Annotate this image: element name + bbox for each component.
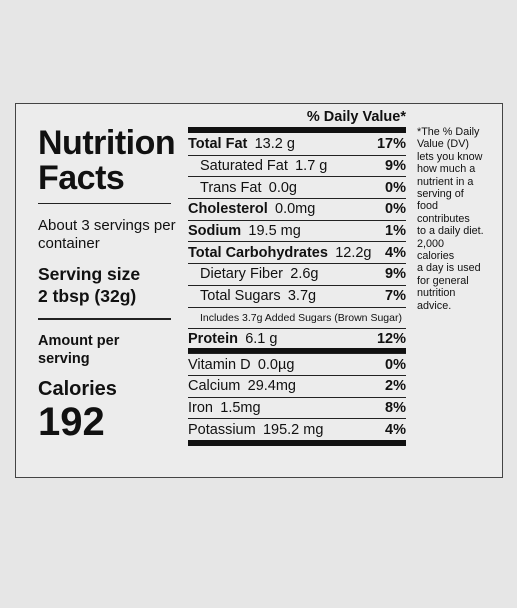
nutrient-info: Potassium 195.2 mg bbox=[188, 422, 323, 438]
nutrient-amount: 12.2g bbox=[335, 244, 372, 261]
note-line: contributes bbox=[417, 212, 470, 225]
daily-value: 17% bbox=[376, 135, 406, 152]
note-line: nutrient in a bbox=[417, 175, 474, 188]
note-line: to a daily diet. bbox=[417, 225, 484, 238]
nutrient-amount: 3.7g bbox=[287, 288, 317, 305]
serving-size: Serving size 2 tbsp (32g) bbox=[38, 263, 178, 307]
calories-label: Calories bbox=[38, 378, 117, 400]
nutrient-amount: 1.5mg bbox=[220, 399, 261, 416]
note-line: a day is used bbox=[417, 262, 481, 275]
nutrient-row: Cholesterol 0.0mg 0% bbox=[188, 198, 406, 220]
daily-value: 0% bbox=[385, 356, 406, 373]
amount-per-serving: Amount per serving bbox=[38, 333, 120, 367]
daily-value: 9% bbox=[385, 266, 406, 283]
nutrient-amount: 2.6g bbox=[290, 266, 319, 283]
note-line: serving of bbox=[417, 188, 464, 201]
nutrient-info: Dietary Fiber 2.6g bbox=[200, 266, 318, 282]
nutrient-name: Cholesterol bbox=[188, 201, 268, 218]
nutrient-row: Dietary Fiber 2.6g 9% bbox=[188, 263, 406, 285]
rule bbox=[38, 318, 171, 320]
daily-value: 8% bbox=[385, 399, 406, 416]
nutrient-name: Potassium bbox=[188, 421, 256, 438]
nutrient-amount: 6.1 g bbox=[245, 330, 278, 347]
nutrient-info: Total Carbohydrates 12.2g bbox=[188, 245, 371, 261]
nutrient-row: Trans Fat 0.0g 0% bbox=[188, 176, 406, 198]
note-line: calories bbox=[417, 250, 455, 263]
nutrient-amount: 0.0µg bbox=[257, 356, 295, 373]
serving-size-value: 2 tbsp (32g) bbox=[38, 286, 137, 306]
nutrient-name: Total Sugars bbox=[200, 288, 281, 305]
nutrient-name: Saturated Fat bbox=[200, 158, 288, 175]
nutrient-info: Trans Fat 0.0g bbox=[200, 180, 297, 196]
nutrient-info: Total Sugars 3.7g bbox=[200, 288, 316, 304]
daily-value: 1% bbox=[385, 223, 406, 240]
nutrient-info: Cholesterol 0.0mg bbox=[188, 201, 315, 217]
nutrient-row: Iron 1.5mg 8% bbox=[188, 396, 406, 419]
nutrient-name: Iron bbox=[188, 399, 213, 416]
nutrient-amount: 195.2 mg bbox=[262, 421, 324, 438]
nutrient-amount: 0.0mg bbox=[275, 201, 316, 218]
daily-value: 0% bbox=[385, 201, 406, 218]
dv-header: % Daily Value* bbox=[306, 109, 406, 125]
nutrient-row: Potassium 195.2 mg 4% bbox=[188, 418, 406, 440]
nutrient-row: Saturated Fat 1.7 g 9% bbox=[188, 154, 406, 177]
rule bbox=[38, 203, 171, 204]
nutrient-row: Includes 3.7g Added Sugars (Brown Sugar) bbox=[188, 306, 406, 329]
nutrient-row: Sodium 19.5 mg 1% bbox=[188, 219, 406, 242]
nutrient-table: Total Fat 13.2 g 17% Saturated Fat 1.7 g 9%… bbox=[188, 127, 406, 446]
daily-value: 4% bbox=[385, 421, 406, 438]
note-line: advice. bbox=[417, 299, 452, 312]
nutrient-name: Dietary Fiber bbox=[200, 266, 283, 283]
note-line: how much a bbox=[417, 163, 476, 176]
nutrient-info: Includes 3.7g Added Sugars (Brown Sugar) bbox=[200, 312, 402, 324]
nutrient-amount: 1.7 g bbox=[295, 158, 328, 175]
nutrient-name: Total Carbohydrates bbox=[188, 244, 328, 261]
nutrient-amount: 19.5 mg bbox=[248, 223, 301, 240]
label-title: Nutrition Facts bbox=[38, 124, 176, 197]
daily-value: 7% bbox=[385, 288, 406, 305]
servings: About 3 servings per container bbox=[38, 217, 176, 252]
nutrient-info: Iron 1.5mg bbox=[188, 400, 261, 416]
nutrient-info: Saturated Fat 1.7 g bbox=[200, 158, 327, 174]
nutrient-info: Sodium 19.5 mg bbox=[188, 223, 301, 239]
nutrient-name: Protein bbox=[188, 330, 238, 347]
note-line: Value (DV) bbox=[417, 138, 470, 151]
daily-value: 12% bbox=[376, 330, 406, 347]
nutrient-name: Vitamin D bbox=[188, 356, 251, 373]
daily-value: 0% bbox=[385, 179, 406, 196]
note-line: 2,000 bbox=[417, 237, 445, 250]
serving-size-label: Serving size bbox=[38, 264, 141, 284]
nutrient-amount: 29.4mg bbox=[247, 378, 296, 395]
nutrient-name: Calcium bbox=[188, 378, 241, 395]
nutrient-name: Total Fat bbox=[188, 135, 248, 152]
nutrient-row: Vitamin D 0.0µg 0% bbox=[188, 353, 406, 375]
nutrient-info: Calcium 29.4mg bbox=[188, 378, 296, 394]
nutrient-name: Trans Fat bbox=[200, 179, 262, 196]
nutrient-info: Protein 6.1 g bbox=[188, 331, 277, 347]
dv-note: *The % Daily Value (DV) lets you know how m… bbox=[417, 126, 501, 312]
daily-value: 4% bbox=[385, 244, 406, 261]
nutrient-amount: 0.0g bbox=[268, 179, 297, 196]
daily-value: 2% bbox=[385, 378, 406, 395]
note-line: for general bbox=[417, 274, 469, 287]
nutrient-row: Protein 6.1 g 12% bbox=[188, 328, 406, 354]
daily-value: 9% bbox=[385, 158, 406, 175]
note-line: *The % Daily bbox=[417, 126, 480, 138]
nutrition-label: Nutrition Facts About 3 servings per con… bbox=[15, 103, 503, 478]
calories-value: 192 bbox=[38, 400, 105, 444]
nutrient-row: Total Carbohydrates 12.2g 4% bbox=[188, 241, 406, 263]
nutrient-row: Total Fat 13.2 g 17% bbox=[188, 133, 406, 155]
note-line: nutrition bbox=[417, 287, 456, 300]
nutrient-amount: 13.2 g bbox=[254, 135, 295, 152]
nutrient-row: Calcium 29.4mg 2% bbox=[188, 374, 406, 397]
nutrient-info: Vitamin D 0.0µg bbox=[188, 357, 294, 373]
nutrient-row: Total Sugars 3.7g 7% bbox=[188, 284, 406, 307]
nutrient-name: Sodium bbox=[188, 223, 242, 240]
note-line: food bbox=[417, 200, 439, 213]
nutrient-info: Total Fat 13.2 g bbox=[188, 136, 295, 152]
nutrient-name: Includes 3.7g Added Sugars (Brown Sugar) bbox=[200, 311, 402, 324]
note-line: lets you know bbox=[417, 150, 483, 163]
